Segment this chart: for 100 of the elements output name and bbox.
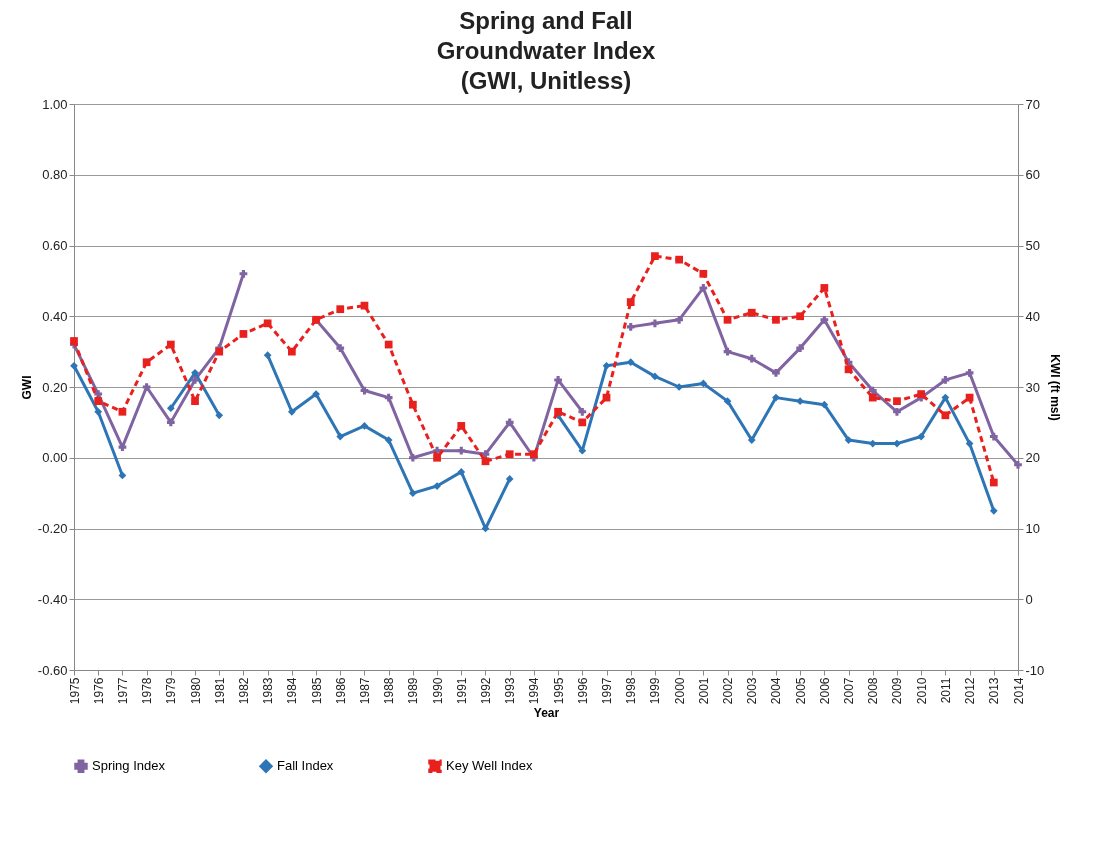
x-tick-label: 1987: [357, 677, 372, 705]
legend-label: Fall Index: [277, 758, 334, 774]
y2-tick-label: 40: [1025, 308, 1040, 324]
point: [384, 340, 393, 349]
point: [699, 379, 708, 388]
point: [336, 305, 345, 314]
point: [772, 368, 780, 377]
point: [602, 361, 611, 370]
point: [70, 337, 78, 345]
point: [94, 397, 103, 406]
point: [989, 478, 998, 487]
y2-tick-label: 70: [1025, 96, 1040, 112]
x-tick-label: 2000: [672, 677, 687, 705]
point: [578, 407, 587, 416]
point: [166, 404, 175, 413]
point: [481, 457, 490, 466]
point: [287, 347, 296, 356]
x-tick-label: 1991: [454, 677, 469, 705]
x-tick-label: 1998: [624, 677, 639, 705]
point: [457, 446, 466, 455]
point: [118, 407, 127, 416]
x-tick-label: 1981: [212, 677, 227, 705]
x-tick-label: 1996: [575, 677, 590, 705]
point: [844, 365, 853, 374]
point: [796, 312, 805, 321]
x-tick-label: 2005: [793, 677, 808, 705]
x-tick-label: 1990: [430, 677, 445, 705]
point: [142, 358, 151, 367]
y-tick-label: 1.00: [42, 96, 68, 112]
x-tick-label: 1989: [406, 677, 421, 705]
point: [844, 436, 853, 444]
point: [554, 376, 562, 384]
point: [191, 376, 199, 384]
point: [675, 255, 683, 264]
point: [699, 269, 708, 278]
point: [941, 393, 950, 402]
x-tick-label: 1993: [503, 677, 518, 705]
point: [699, 284, 708, 292]
point: [263, 351, 272, 360]
chart-title: Spring and Fall Groundwater Index (GWI, Unitless): [436, 7, 656, 94]
point: [868, 386, 877, 395]
x-tick-label: 2009: [890, 677, 905, 705]
point: [336, 432, 345, 441]
point: [626, 358, 635, 367]
x-tick-label: 1994: [527, 677, 542, 705]
point: [989, 432, 998, 441]
point: [409, 400, 417, 409]
x-tick-label: 1995: [551, 677, 566, 705]
x-tick-label: 1986: [333, 677, 348, 705]
point: [94, 407, 103, 416]
x-tick-label: 2011: [938, 677, 953, 704]
y-tick-label: 0.60: [42, 238, 68, 253]
point: [747, 436, 756, 444]
point: [215, 347, 224, 356]
point: [384, 393, 393, 402]
x-tick-label: 2013: [987, 677, 1002, 705]
point: [626, 298, 635, 306]
point: [191, 397, 199, 406]
point: [675, 383, 683, 391]
point: [263, 319, 272, 328]
y2-tick-label: 60: [1025, 167, 1040, 183]
point: [868, 393, 877, 402]
point: [651, 252, 659, 260]
x-tick-label: 2012: [963, 677, 978, 705]
x-tick-label: 1982: [236, 677, 251, 705]
x-tick-label: 1977: [115, 677, 130, 705]
point: [747, 354, 756, 363]
x-tick-label: 2008: [866, 677, 881, 705]
point: [239, 330, 248, 338]
point: [820, 315, 829, 324]
point: [941, 411, 950, 420]
point: [166, 418, 175, 427]
x-tick-label: 1997: [600, 677, 615, 705]
x-tick-label: 1988: [382, 677, 397, 705]
x-tick-label: 1984: [285, 677, 300, 705]
point: [457, 468, 466, 476]
point: [989, 506, 998, 515]
point: [287, 407, 296, 416]
point: [651, 319, 659, 328]
x-tick-label: 2010: [914, 677, 929, 705]
point: [626, 322, 635, 331]
x-tick-label: 2002: [721, 677, 736, 705]
y-tick-label: 0.40: [42, 308, 68, 324]
x-axis-title: Year: [533, 706, 560, 721]
point: [166, 340, 175, 349]
point: [409, 489, 417, 497]
x-tick-label: 1999: [648, 677, 663, 705]
x-tick-label: 1992: [478, 677, 493, 705]
point: [893, 407, 901, 416]
point: [893, 439, 901, 448]
point: [1014, 460, 1022, 469]
point: [505, 475, 514, 483]
point: [917, 390, 926, 398]
point: [651, 372, 659, 381]
point: [772, 315, 780, 324]
point: [505, 450, 514, 459]
x-tick-label: 1975: [67, 677, 82, 705]
point: [965, 368, 974, 377]
legend-label: Key Well Index: [446, 758, 533, 774]
y-tick-label: -0.20: [37, 521, 68, 536]
